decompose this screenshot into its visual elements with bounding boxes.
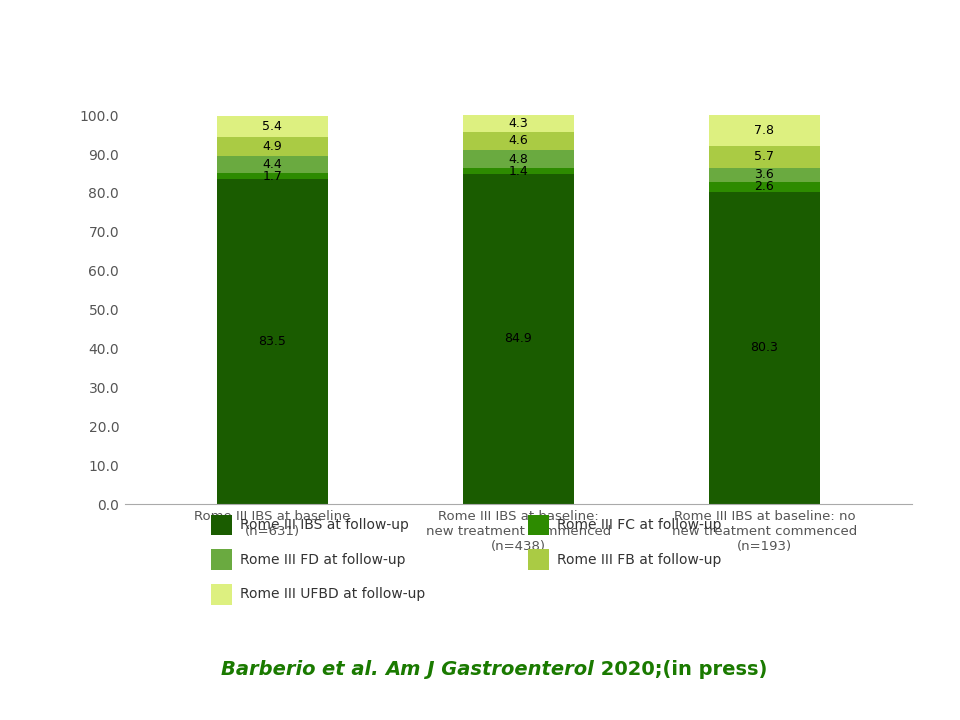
Text: 84.9: 84.9 <box>505 333 532 346</box>
Bar <box>709 181 820 192</box>
Bar <box>217 116 327 137</box>
Bar <box>463 150 574 168</box>
Bar <box>709 192 820 504</box>
Text: Rome III FC at follow-up: Rome III FC at follow-up <box>557 518 721 532</box>
Text: 2020;(in press): 2020;(in press) <box>594 660 767 679</box>
Text: 4.6: 4.6 <box>509 135 528 148</box>
Text: 2.6: 2.6 <box>755 180 775 193</box>
Bar <box>709 145 820 168</box>
Bar <box>211 549 232 570</box>
Bar <box>463 132 574 150</box>
Bar <box>463 168 574 174</box>
Bar <box>217 173 327 179</box>
Bar <box>709 168 820 181</box>
Bar <box>463 115 574 132</box>
Bar <box>211 515 232 536</box>
Text: et al.: et al. <box>322 660 385 679</box>
Text: 5.7: 5.7 <box>755 150 775 163</box>
Bar <box>217 137 327 156</box>
Text: 83.5: 83.5 <box>258 336 286 348</box>
Bar <box>463 174 574 504</box>
Text: Barberio: Barberio <box>221 660 322 679</box>
Text: 4.9: 4.9 <box>262 140 282 153</box>
Bar <box>709 115 820 145</box>
Text: 3.6: 3.6 <box>755 168 775 181</box>
Bar <box>217 156 327 173</box>
Bar <box>217 179 327 504</box>
Bar <box>211 584 232 605</box>
Text: Rome III FB at follow-up: Rome III FB at follow-up <box>557 552 721 567</box>
Text: 7.8: 7.8 <box>755 124 775 137</box>
Bar <box>528 549 549 570</box>
Text: 1.4: 1.4 <box>509 165 528 178</box>
Text: 4.8: 4.8 <box>509 153 528 166</box>
Text: Stability of a Diagnosis of Rome III IBS: Stability of a Diagnosis of Rome III IBS <box>27 26 933 68</box>
Text: 5.4: 5.4 <box>262 120 282 132</box>
Text: 4.4: 4.4 <box>262 158 282 171</box>
Bar <box>528 515 549 536</box>
Text: 4.3: 4.3 <box>509 117 528 130</box>
Text: Am J Gastroenterol: Am J Gastroenterol <box>385 660 594 679</box>
Text: Rome III IBS at follow-up: Rome III IBS at follow-up <box>240 518 409 532</box>
Text: 1.7: 1.7 <box>262 169 282 183</box>
Text: 80.3: 80.3 <box>751 341 779 354</box>
Text: Rome III UFBD at follow-up: Rome III UFBD at follow-up <box>240 587 425 601</box>
Text: Rome III FD at follow-up: Rome III FD at follow-up <box>240 552 405 567</box>
